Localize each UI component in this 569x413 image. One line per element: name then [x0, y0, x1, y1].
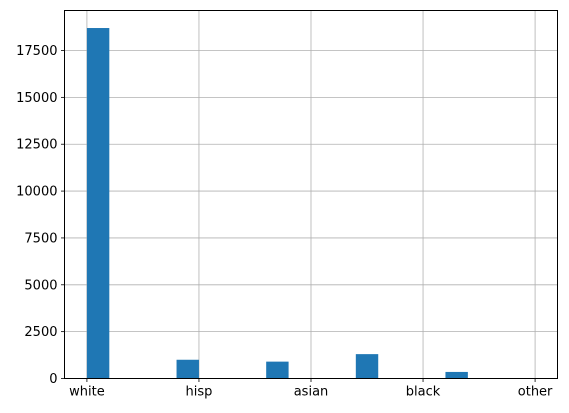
- x-tick-label: black: [406, 385, 441, 400]
- x-tick-label: white: [69, 385, 105, 400]
- y-tick-label: 7500: [24, 231, 57, 246]
- histogram-bar: [445, 371, 468, 379]
- y-tick-label: 10000: [16, 185, 57, 200]
- y-tick-label: 5000: [24, 278, 57, 293]
- histogram-bar: [355, 354, 379, 379]
- y-tick-label: 15000: [16, 91, 57, 106]
- x-tick-label: asian: [294, 385, 329, 400]
- x-tick-label: hisp: [186, 385, 213, 400]
- axis-ticks: white hisp asian black other 0 2500 5000 7500 100…: [16, 44, 553, 399]
- histogram-bar: [86, 28, 110, 379]
- grid-lines: [64, 10, 558, 379]
- y-tick-label: 17500: [16, 44, 57, 59]
- histogram-bar: [176, 359, 199, 379]
- y-tick-label: 2500: [24, 325, 57, 340]
- bars: [86, 28, 468, 379]
- y-tick-label: 0: [49, 372, 57, 387]
- histogram-bar: [266, 361, 289, 379]
- y-tick-label: 12500: [16, 138, 57, 153]
- x-tick-label: other: [518, 385, 553, 400]
